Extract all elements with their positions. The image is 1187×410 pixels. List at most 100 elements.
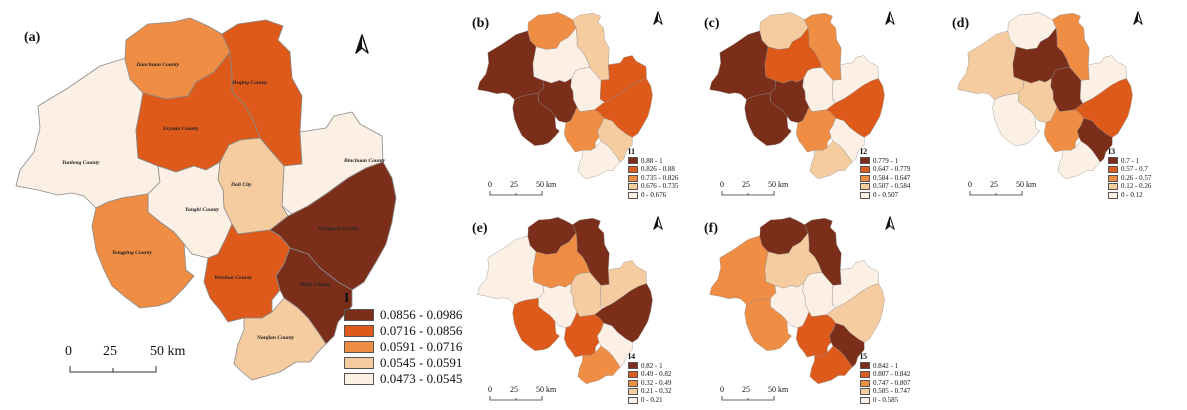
legend-item: 0.735 - 0.826 [628,174,678,183]
thematic-map [477,216,663,384]
scale-label-0: 0 [65,344,72,359]
legend-label: 0.807 - 0.842 [873,370,911,379]
panel-label: (f) [704,221,718,236]
legend-swatch [860,362,870,370]
main-map [15,17,397,381]
county-weishan [563,311,604,358]
legend-label: 0.584 - 0.647 [873,173,911,182]
legend-label: 0.0473 - 0.0545 [380,371,463,386]
legend-item: 0.21 - 0.32 [628,387,671,396]
legend-label: 0.26 - 0.57 [1121,173,1152,182]
scale-label: 0 [488,385,492,394]
legend-swatch [628,157,638,165]
legend-swatch [628,183,638,191]
panel-legend: I2 0.779 - 1 0.647 - 0.779 0.584 - 0.647 0.5… [860,147,910,200]
legend-title: I1 [628,147,636,156]
legend-item: 0.0545 - 0.0591 [344,355,462,371]
legend-label: 0.826 - 0.88 [641,165,675,174]
county-nanjian [577,345,621,384]
legend-label: 0.57 - 0.7 [1121,165,1148,174]
county-label-yangbi: Yangbi County [185,207,220,213]
legend-item: 0 - 0.676 [628,191,678,200]
legend-label: 0 - 0.21 [641,395,663,404]
legend-label: 0.12 - 0.26 [1121,182,1152,191]
legend-label: 0.49 - 0.82 [641,370,672,379]
county-nanjian [577,140,621,179]
legend-swatch [860,191,870,199]
legend-item: 0.88 - 1 [628,157,678,166]
county-label-eryuan: Eryuan County [163,126,199,132]
legend-swatch [628,396,638,404]
legend-label: 0.842 - 1 [873,361,899,370]
main-legend: I 0.0856 - 0.0986 0.0716 - 0.0856 0.0591 -… [344,291,462,387]
legend-label: 0.0716 - 0.0856 [380,323,463,338]
scale-label: 25 [510,180,518,189]
legend-title: I [344,291,350,306]
county-weishan [203,223,291,323]
legend-swatch [628,191,638,199]
panel-legend: I5 0.842 - 1 0.807 - 0.842 0.747 - 0.807 0.5… [860,352,911,405]
legend-item: 0.676 - 0.735 [628,182,678,191]
scale-bar: 0 25 50 km [488,385,570,405]
legend-swatch [1108,191,1118,199]
legend-swatch [628,388,638,396]
legend-swatch [860,174,870,182]
legend-item: 0.26 - 0.57 [1108,174,1151,183]
county-label-dali: Dali City [231,182,252,188]
north-arrow-icon [355,34,369,54]
legend-swatch [860,379,870,387]
county-label-midu: Midu County [300,282,331,288]
north-arrow-icon [653,216,663,230]
panel-label: (c) [704,16,720,31]
legend-title: I3 [1108,147,1116,156]
legend-label: 0.747 - 0.807 [873,378,911,387]
legend-label: 0 - 0.676 [641,190,667,199]
county-label-heqing: Heqing County [232,80,268,86]
legend-label: 0.0545 - 0.0591 [380,355,463,370]
scale-label: 0 [488,180,492,189]
county-nanjian [1057,140,1101,179]
thematic-map [477,11,663,179]
legend-swatch [344,341,374,353]
legend-swatch [344,373,374,385]
legend-item: 0.647 - 0.779 [860,165,910,174]
legend-label: 0.507 - 0.584 [873,182,911,191]
legend-title: I2 [860,147,868,156]
county-weishan [563,106,604,153]
county-label-nanjian: Nanjian County [257,335,295,341]
legend-swatch [628,362,638,370]
north-arrow-icon [1133,11,1143,25]
county-yongping [744,93,792,146]
legend-item: 0.0856 - 0.0986 [344,307,462,323]
county-weishan [795,106,836,153]
legend-swatch [628,370,638,378]
county-label-xiangyun: Xiangyun County [318,226,359,232]
county-nanjian [809,140,853,179]
legend-item: 0.826 - 0.88 [628,165,678,174]
panel-label: (b) [472,16,490,31]
legend-item: 0.747 - 0.807 [860,379,910,388]
legend-swatch [860,157,870,165]
legend-title: I5 [860,352,868,361]
legend-swatch [860,396,870,404]
map-panel-d: (d) I3 0.7 - 1 0.57 - 0.7 0.26 - 0.57 0.12 - … [942,0,1184,205]
legend-item: 0.584 - 0.647 [860,174,910,183]
legend-label: 0 - 0.507 [873,190,899,199]
county-label-yongping: Yongping County [112,250,152,256]
scale-bar: 0 25 50 km [488,180,570,200]
legend-item: 0.842 - 1 [860,362,910,371]
panel-label-a: (a) [24,30,41,45]
scale-label: 50 km [1016,180,1037,189]
legend-swatch [628,379,638,387]
legend-swatch [628,174,638,182]
scale-bar: 0 25 50 km [720,180,802,200]
scale-label: 50 km [536,385,557,394]
legend-item: 0.507 - 0.584 [860,182,910,191]
county-yongping [744,298,792,351]
county-weishan [1043,106,1084,153]
panel-legend: I3 0.7 - 1 0.57 - 0.7 0.26 - 0.57 0.12 - 0.2… [1108,147,1152,200]
scale-label: 0 [720,385,724,394]
scale-label: 25 [742,385,750,394]
county-yongping [512,93,560,146]
scale-label-50: 50 km [150,344,186,359]
